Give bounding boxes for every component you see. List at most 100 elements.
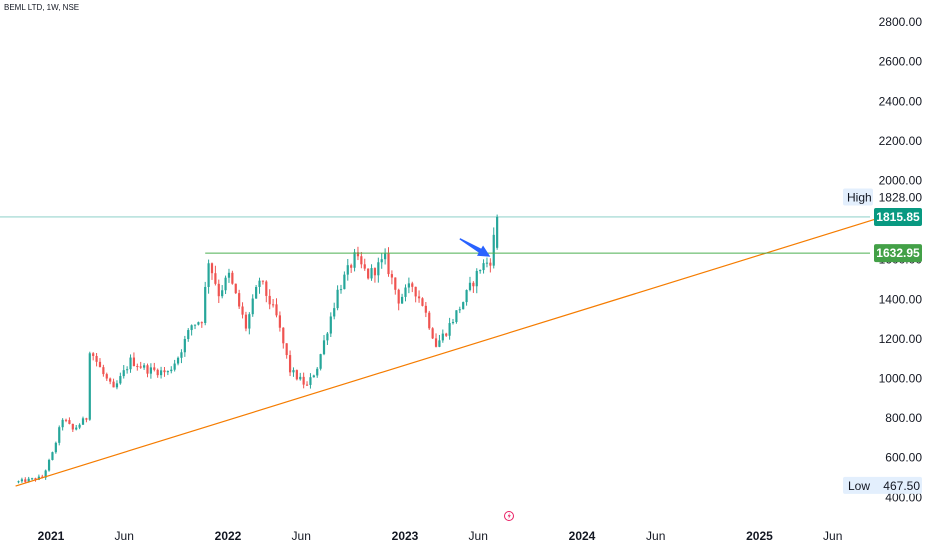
candle-up: [149, 363, 152, 379]
candle-up: [292, 367, 295, 377]
candle-up: [319, 353, 322, 371]
candle-down: [98, 358, 102, 368]
candle-body: [305, 384, 309, 386]
candle-body: [417, 296, 421, 299]
high-label-text: High: [847, 191, 872, 205]
candle-body: [282, 327, 285, 344]
candle-body: [210, 263, 214, 274]
candle-up: [309, 373, 312, 389]
candle-up: [61, 418, 64, 431]
candle-down: [146, 363, 149, 378]
candle-down: [285, 343, 288, 359]
candle-up: [316, 366, 319, 378]
candle-down: [305, 381, 309, 386]
candle-body: [132, 357, 136, 367]
low-label-box: [843, 476, 922, 494]
candle-up: [126, 366, 129, 374]
low-label-text: Low: [848, 479, 870, 493]
candle-body: [78, 424, 81, 428]
candle-up: [462, 301, 465, 310]
candle-body: [207, 263, 210, 287]
candle-body: [472, 282, 475, 287]
candle-body: [115, 383, 119, 388]
candle-down: [163, 366, 166, 377]
candle-up: [187, 328, 190, 342]
candle-up: [438, 334, 441, 348]
candle-body: [356, 252, 360, 257]
candle-body: [85, 418, 88, 420]
candle-down: [200, 321, 203, 328]
candle-up: [51, 451, 54, 461]
candle-body: [71, 423, 74, 430]
candle-body: [244, 314, 248, 329]
level-badge-bg: [874, 244, 922, 263]
candle-up: [322, 335, 326, 356]
candle-body: [200, 322, 203, 324]
candle-body: [176, 357, 180, 364]
candle-down: [68, 417, 71, 425]
x-tick-label: 2022: [215, 529, 242, 543]
candle-body: [377, 262, 380, 276]
candle-body: [489, 262, 492, 266]
candle-body: [404, 287, 407, 297]
candle-body: [295, 370, 298, 380]
candle-body: [109, 378, 112, 382]
candle-up: [407, 277, 410, 294]
lightning-icon[interactable]: [504, 511, 514, 521]
candle-body: [214, 273, 217, 284]
x-tick-label: 2023: [392, 529, 419, 543]
candle-body: [234, 283, 237, 294]
candle-body: [24, 479, 27, 482]
candle-body: [153, 367, 156, 370]
candle-body: [438, 340, 441, 347]
candle-up: [190, 324, 193, 336]
candle-body: [146, 365, 149, 374]
candle-down: [278, 311, 281, 332]
trendline: [15, 213, 892, 487]
candle-body: [34, 478, 37, 480]
candle-body: [451, 322, 455, 324]
candle-body: [343, 274, 346, 290]
candle-up: [336, 285, 339, 311]
candle-body: [485, 262, 489, 264]
candle-body: [370, 268, 373, 279]
candle-body: [492, 234, 495, 266]
candle-down: [424, 302, 427, 318]
candle-body: [431, 328, 434, 339]
candle-down: [350, 263, 353, 273]
candle-body: [333, 308, 336, 317]
candle-body: [299, 376, 302, 380]
candle-down: [112, 378, 115, 388]
x-tick-label: Jun: [469, 529, 488, 543]
candle-down: [139, 361, 142, 369]
candle-body: [190, 325, 193, 331]
x-tick-label: 2025: [746, 529, 773, 543]
candle-up: [30, 477, 34, 481]
level-price-badge: 1632.95: [874, 244, 922, 263]
candle-body: [143, 365, 146, 368]
candle-body: [380, 259, 383, 263]
candle-down: [244, 311, 248, 332]
candle-body: [390, 274, 394, 278]
candle-body: [204, 286, 207, 323]
candle-body: [61, 419, 64, 428]
candle-body: [163, 370, 166, 373]
candle-body: [353, 252, 356, 268]
candles: [17, 214, 499, 484]
candle-down: [271, 298, 275, 308]
candle-down: [489, 258, 492, 273]
candle-down: [373, 267, 377, 283]
x-tick-label: Jun: [292, 529, 311, 543]
candle-body: [166, 371, 169, 373]
candle-up: [339, 284, 343, 294]
candle-body: [312, 375, 315, 378]
candle-body: [227, 272, 231, 278]
candle-body: [51, 452, 54, 460]
candle-body: [400, 296, 404, 304]
x-tick-label: 2021: [38, 529, 65, 543]
candle-body: [302, 376, 305, 385]
candle-body: [258, 280, 261, 287]
candle-up: [384, 248, 387, 265]
